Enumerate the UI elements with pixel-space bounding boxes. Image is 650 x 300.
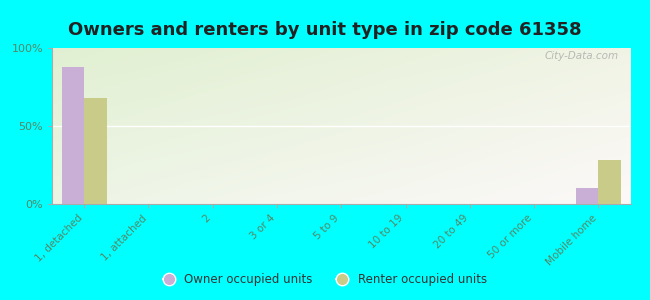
- Bar: [84, 98, 107, 204]
- Bar: [62, 67, 84, 204]
- Text: Owners and renters by unit type in zip code 61358: Owners and renters by unit type in zip c…: [68, 21, 582, 39]
- Bar: [576, 188, 599, 204]
- Text: City-Data.com: City-Data.com: [545, 51, 619, 61]
- Legend: Owner occupied units, Renter occupied units: Owner occupied units, Renter occupied un…: [159, 269, 491, 291]
- Bar: [599, 160, 621, 204]
